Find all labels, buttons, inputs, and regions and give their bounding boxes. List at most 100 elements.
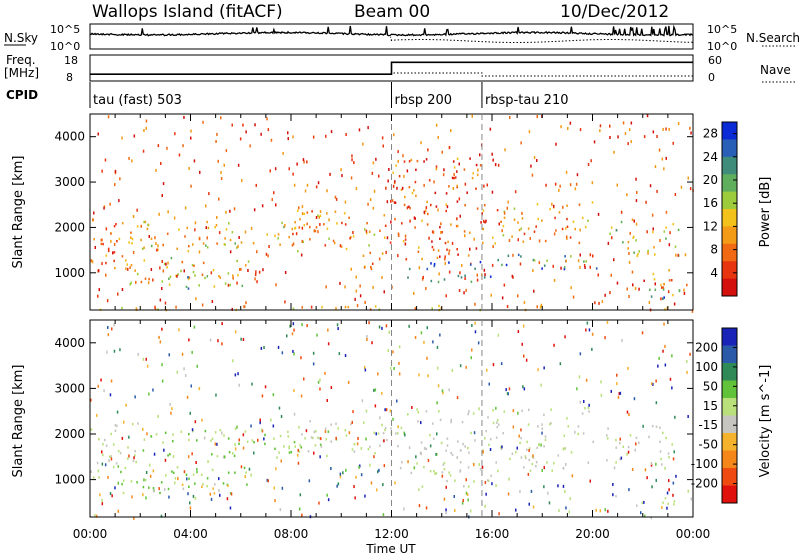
echo-cell [240,465,243,469]
echo-cell [190,384,192,388]
echo-cell [272,393,275,397]
echo-cell [352,410,354,414]
echo-cell [620,220,623,224]
echo-cell [528,130,531,134]
echo-cell [484,437,486,440]
echo-cell [492,245,494,249]
echo-cell [185,473,188,476]
echo-cell [508,239,511,242]
echo-cell [355,475,357,479]
echo-cell [192,494,195,498]
echo-cell [152,388,154,392]
echo-cell [606,459,608,462]
echo-cell [123,420,125,424]
echo-cell [188,167,190,170]
echo-cell [154,308,157,311]
echo-cell [446,437,449,440]
echo-cell [161,379,164,383]
echo-cell [114,169,117,173]
echo-cell [240,241,243,244]
echo-cell [402,240,405,243]
echo-cell [647,251,649,255]
echo-cell [481,212,483,216]
echo-cell [203,436,206,440]
echo-cell [650,295,653,298]
echo-cell [422,275,424,279]
echo-cell [306,160,308,164]
y-tick-label: 1000 [54,473,85,487]
echo-cell [348,431,351,435]
echo-cell [506,305,509,308]
echo-cell [270,138,273,142]
echo-cell [669,377,672,381]
echo-cell [615,461,617,464]
echo-cell [112,465,115,469]
echo-cell [457,274,460,278]
echo-cell [279,434,282,438]
echo-cell [150,244,153,248]
echo-cell [655,478,657,482]
echo-cell [178,153,181,157]
echo-cell [317,214,319,217]
echo-cell [678,289,681,292]
echo-cell [194,420,197,424]
echo-cell [512,425,515,429]
echo-cell [386,200,389,204]
echo-cell [220,171,222,175]
echo-cell [253,208,256,212]
echo-cell [256,280,258,284]
echo-cell [392,350,394,354]
echo-cell [101,262,103,266]
echo-cell [109,492,112,496]
echo-cell [448,388,450,392]
echo-cell [637,252,639,256]
echo-cell [292,172,294,176]
echo-cell [125,403,127,407]
echo-cell [102,443,104,446]
echo-cell [559,184,561,188]
echo-cell [533,156,536,160]
echo-cell [206,246,209,249]
echo-cell [474,302,476,306]
echo-cell [651,213,654,217]
echo-cell [592,440,594,444]
colorbar-tick-label: -15 [698,418,718,432]
echo-cell [616,382,618,386]
echo-cell [345,247,348,251]
echo-cell [193,325,196,329]
echo-cell [289,324,291,328]
echo-cell [174,477,177,480]
echo-cell [444,241,447,245]
echo-cell [211,300,214,303]
echo-cell [219,493,221,497]
echo-cell [616,183,618,187]
echo-cell [97,384,99,388]
echo-cell [576,173,579,177]
echo-cell [661,286,663,289]
echo-cell [475,187,477,190]
echo-cell [213,285,216,288]
echo-cell [536,446,538,449]
echo-cell [500,220,502,223]
echo-cell [503,283,506,287]
echo-cell [209,492,212,496]
echo-cell [199,170,201,174]
echo-cell [343,212,346,215]
echo-cell [120,470,122,474]
echo-cell [430,279,433,283]
echo-cell [256,250,258,254]
echo-cell [264,442,266,446]
echo-cell [218,197,220,201]
echo-cell [329,172,331,176]
echo-cell [486,183,488,187]
echo-cell [336,323,339,327]
echo-cell [373,388,375,392]
echo-cell [456,224,459,228]
echo-cell [446,205,449,209]
echo-cell [632,236,634,239]
echo-cell [430,203,432,207]
echo-cell [125,259,127,262]
echo-cell [244,230,247,234]
echo-cell [503,211,506,215]
